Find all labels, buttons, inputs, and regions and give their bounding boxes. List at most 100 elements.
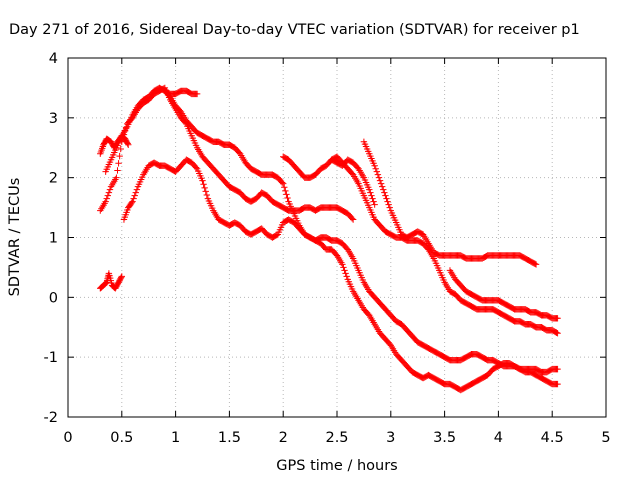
- series-arc-7: [360, 138, 540, 268]
- plot-frame: [67, 57, 607, 418]
- data-point: [130, 195, 137, 202]
- data-point: [373, 168, 381, 175]
- data-point: [531, 260, 539, 268]
- data-point: [340, 264, 347, 271]
- y-tick-label: -2: [44, 410, 58, 426]
- series-arc-4: [161, 87, 561, 376]
- x-tick-label: 0.5: [110, 430, 133, 446]
- y-tick-label: 2: [49, 171, 58, 187]
- data-point: [371, 201, 378, 208]
- data-series: [97, 84, 561, 394]
- data-point: [348, 215, 356, 222]
- x-tick-label: 4.5: [541, 430, 564, 446]
- data-point: [201, 184, 208, 192]
- data-point: [378, 183, 386, 190]
- chart-title: Day 271 of 2016, Sidereal Day-to-day VTE…: [9, 22, 580, 38]
- data-point: [339, 261, 346, 268]
- data-point: [554, 315, 561, 322]
- data-point: [202, 188, 209, 195]
- data-point: [117, 274, 125, 281]
- data-point: [372, 165, 379, 172]
- series-arc-6: [328, 156, 378, 208]
- series-arc-9: [97, 132, 132, 157]
- data-point: [193, 90, 201, 98]
- data-point: [375, 174, 383, 181]
- x-tick-labels: 0 0.5 1 1.5 2 2.5 3 3.5 4 4.5 5: [63, 430, 610, 446]
- x-axis-label: GPS time / hours: [276, 458, 397, 474]
- x-tick-label: 3: [386, 430, 395, 446]
- y-tick-label: 1: [49, 231, 58, 247]
- y-tick-label: 0: [49, 290, 58, 306]
- data-point: [342, 270, 349, 277]
- data-point: [131, 192, 138, 199]
- data-point: [369, 195, 376, 202]
- data-point: [554, 330, 561, 337]
- data-point: [200, 181, 207, 188]
- x-tick-label: 4: [494, 430, 503, 446]
- data-point: [380, 186, 387, 193]
- data-point: [383, 195, 390, 202]
- data-point: [129, 198, 136, 205]
- series-arc-2: [120, 156, 561, 394]
- x-tick-label: 0: [63, 430, 72, 446]
- data-point: [117, 145, 124, 153]
- data-point: [133, 186, 141, 193]
- data-point: [125, 141, 132, 148]
- data-point: [367, 189, 374, 196]
- data-point: [384, 198, 391, 205]
- x-tick-label: 1: [171, 430, 180, 446]
- data-point: [199, 177, 206, 184]
- data-point: [368, 192, 375, 199]
- data-point: [102, 198, 109, 205]
- data-point: [341, 267, 348, 274]
- data-point: [381, 189, 388, 196]
- y-tick-label: -1: [44, 350, 58, 366]
- data-point: [532, 261, 540, 268]
- data-point: [115, 160, 122, 167]
- data-point: [103, 195, 110, 202]
- data-point: [554, 365, 561, 373]
- data-point: [278, 179, 286, 186]
- data-point: [105, 189, 113, 196]
- y-tick-label: 4: [49, 51, 58, 67]
- data-point: [192, 164, 200, 171]
- x-tick-label: 2: [279, 430, 288, 446]
- data-point: [113, 174, 120, 181]
- data-point: [385, 201, 392, 208]
- data-point: [377, 180, 385, 187]
- data-point: [382, 192, 389, 199]
- data-point: [386, 204, 393, 211]
- data-point: [128, 199, 135, 206]
- y-tick-label: 3: [49, 111, 58, 127]
- x-tick-label: 2.5: [325, 430, 348, 446]
- y-axis-label: SDTVAR / TECUs: [7, 178, 23, 297]
- data-point: [370, 198, 377, 205]
- y-tick-labels: -2 -1 0 1 2 3 4: [44, 51, 58, 426]
- data-point: [280, 180, 287, 187]
- data-point: [349, 216, 357, 223]
- data-point: [553, 329, 560, 336]
- data-point: [554, 380, 561, 388]
- data-point: [283, 191, 290, 198]
- data-point: [203, 191, 211, 199]
- data-point: [114, 167, 121, 174]
- data-point: [106, 186, 114, 193]
- data-point: [366, 186, 373, 193]
- data-point: [284, 194, 291, 202]
- data-point: [132, 189, 139, 196]
- x-tick-label: 3.5: [433, 430, 456, 446]
- series-arc-3: [102, 84, 201, 175]
- data-point: [281, 184, 288, 191]
- x-tick-label: 1.5: [218, 430, 241, 446]
- data-point: [116, 152, 123, 160]
- data-point: [343, 273, 350, 280]
- data-point: [376, 177, 384, 184]
- series-arc-8: [446, 267, 561, 322]
- data-point: [371, 162, 378, 169]
- data-point: [374, 171, 382, 178]
- data-point: [282, 187, 289, 195]
- series-arc-10: [97, 270, 125, 292]
- data-point: [124, 140, 131, 147]
- series-arc-5: [280, 153, 561, 337]
- data-point: [118, 273, 125, 280]
